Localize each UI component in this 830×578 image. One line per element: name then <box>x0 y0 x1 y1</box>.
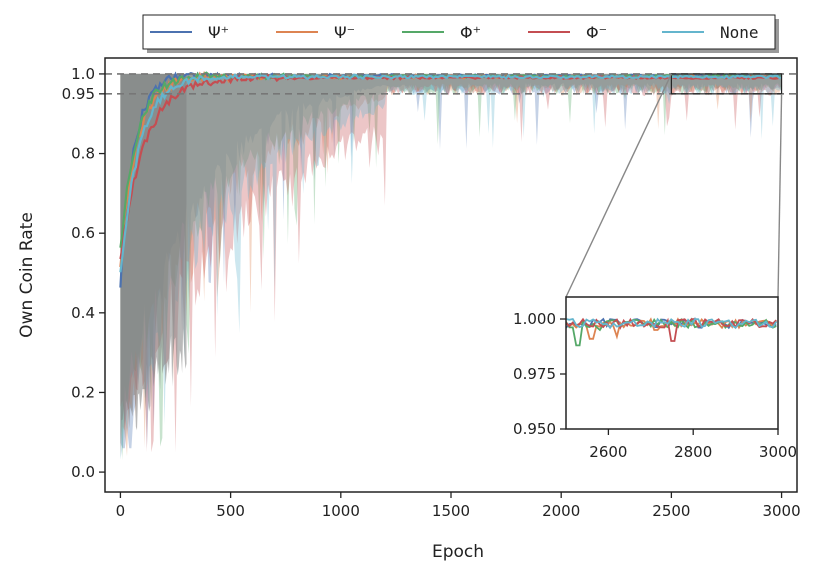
x-axis-label: Epoch <box>432 542 484 562</box>
x-tick-label: 3000 <box>762 502 800 520</box>
inset-series-line-0 <box>566 317 777 330</box>
inset-zoom: 2600 2800 3000 0.950 0.975 1.000 <box>513 73 797 461</box>
inset-y-tick-label: 0.975 <box>513 365 556 383</box>
y-tick-label: 0.4 <box>71 304 95 322</box>
y-tick-label: 0.2 <box>71 383 95 401</box>
inset-x-axis-ticks: 2600 2800 3000 <box>589 429 797 461</box>
inset-y-tick-label: 1.000 <box>513 310 556 328</box>
inset-x-tick-label: 2600 <box>589 443 627 461</box>
y-tick-label: 0.95 <box>62 85 95 103</box>
legend-label: None <box>720 23 759 42</box>
band-0 <box>120 73 782 449</box>
x-tick-label: 2000 <box>542 502 580 520</box>
inset-background <box>566 297 778 429</box>
inset-series-line-2 <box>566 317 777 347</box>
y-tick-label: 1.0 <box>71 65 95 83</box>
zoom-connector-left <box>565 73 673 298</box>
inset-series-lines <box>566 317 778 347</box>
legend-label: Ψ⁺ <box>208 23 229 42</box>
inset-x-tick-label: 3000 <box>759 443 797 461</box>
zoom-connector-lines <box>565 73 783 298</box>
zoom-region-box <box>670 73 783 95</box>
y-tick-label: 0.6 <box>71 224 95 242</box>
band-4 <box>120 73 782 460</box>
inset-frame <box>565 296 779 430</box>
x-tick-label: 1000 <box>322 502 360 520</box>
x-tick-label: 2500 <box>652 502 690 520</box>
x-tick-label: 0 <box>116 502 126 520</box>
y-tick-label: 0.8 <box>71 145 95 163</box>
legend-items: Ψ⁺ Ψ⁻ Φ⁺ Φ⁻ None <box>150 23 759 42</box>
inset-x-tick-label: 2800 <box>674 443 712 461</box>
inset-series-line-3 <box>566 317 777 342</box>
y-axis-label: Own Coin Rate <box>17 212 37 338</box>
legend-label: Φ⁻ <box>586 23 607 42</box>
x-axis-ticks: 0 500 1000 1500 2000 2500 3000 <box>116 492 801 520</box>
x-tick-label: 500 <box>216 502 245 520</box>
band-1 <box>120 73 782 457</box>
band-2 <box>120 73 782 461</box>
y-tick-label: 0.0 <box>71 463 95 481</box>
inset-series-line-4 <box>566 317 778 330</box>
inset-y-axis-ticks: 0.950 0.975 1.000 <box>513 310 566 438</box>
legend-label: Ψ⁻ <box>334 23 355 42</box>
legend-label: Φ⁺ <box>460 23 481 42</box>
legend: Ψ⁺ Ψ⁻ Φ⁺ Φ⁻ None <box>142 14 779 53</box>
x-tick-label: 1500 <box>432 502 470 520</box>
y-axis-ticks: 0.0 0.2 0.4 0.6 0.8 0.95 1.0 <box>62 65 105 481</box>
inset-y-tick-label: 0.950 <box>513 420 556 438</box>
zoom-connector-right <box>777 93 783 298</box>
band-3 <box>120 73 782 453</box>
